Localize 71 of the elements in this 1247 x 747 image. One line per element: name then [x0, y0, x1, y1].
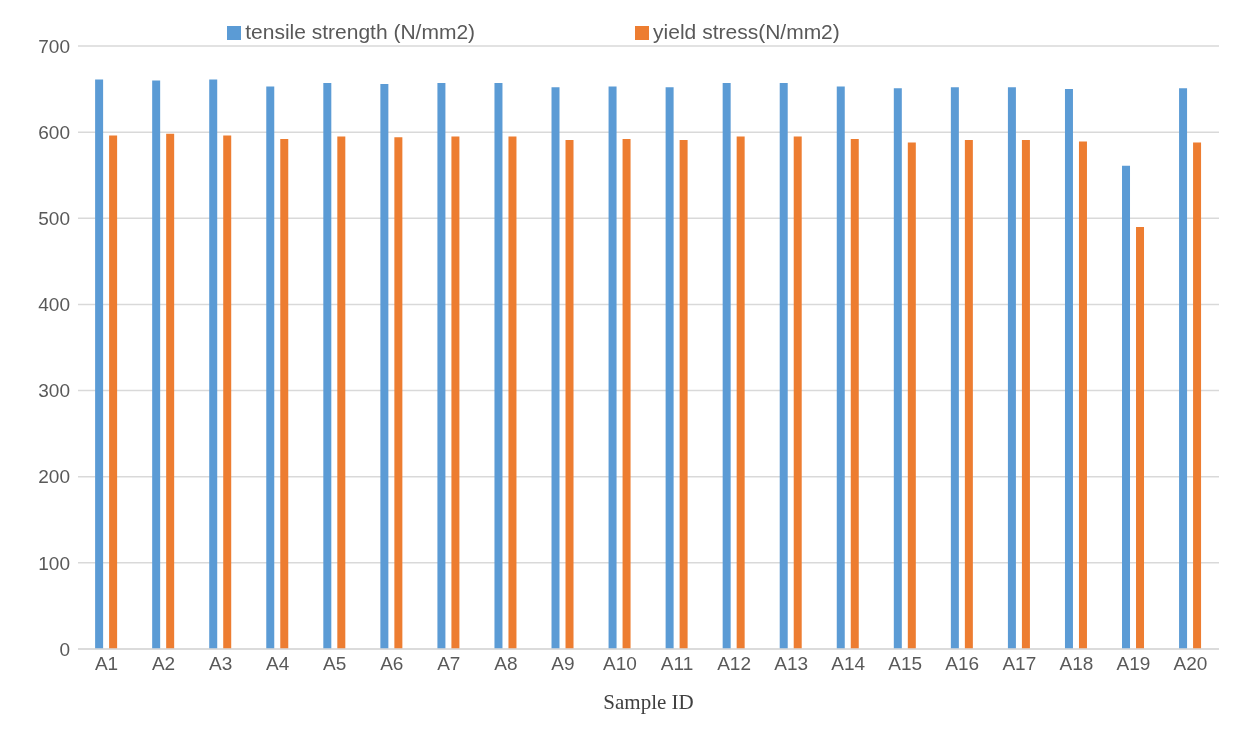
- bar: [1078, 141, 1087, 649]
- bar: [380, 83, 389, 649]
- x-tick-label: A7: [437, 653, 461, 675]
- x-axis-title: Sample ID: [603, 690, 694, 714]
- bar: [736, 136, 745, 649]
- bar: [665, 87, 674, 649]
- bar: [836, 86, 845, 649]
- bar: [508, 136, 517, 649]
- bar: [551, 87, 560, 649]
- y-tick-label: 100: [38, 552, 70, 574]
- bar: [494, 83, 503, 649]
- bar: [166, 133, 175, 649]
- bar: [323, 83, 332, 649]
- bar: [722, 83, 731, 649]
- bar: [950, 87, 959, 649]
- bar: [1064, 89, 1073, 649]
- x-tick-label: A20: [1173, 653, 1208, 675]
- x-tick-label: A3: [209, 653, 233, 675]
- bar: [565, 139, 574, 649]
- y-tick-label: 400: [38, 294, 70, 316]
- x-tick-label: A2: [151, 653, 176, 675]
- x-tick-label: A1: [94, 653, 119, 675]
- x-tick-label: A13: [774, 653, 809, 675]
- y-tick-label: 300: [38, 380, 70, 402]
- y-tick-label: 500: [38, 208, 70, 230]
- bar: [209, 79, 218, 649]
- bar: [622, 139, 631, 649]
- x-tick-label: A19: [1116, 653, 1151, 675]
- x-tick-label: A14: [831, 653, 866, 675]
- bar: [1122, 165, 1131, 649]
- bar: [1136, 226, 1145, 649]
- y-tick-label: 600: [38, 121, 70, 143]
- bar: [1007, 87, 1016, 649]
- bar: [893, 88, 902, 649]
- x-tick-label: A16: [945, 653, 980, 675]
- bar: [451, 136, 460, 649]
- x-tick-label: A4: [266, 653, 290, 675]
- bar: [850, 139, 859, 649]
- bar: [223, 135, 232, 649]
- y-tick-label: 200: [38, 466, 70, 488]
- x-tick-label: A6: [380, 653, 404, 675]
- x-tick-label: A5: [323, 653, 347, 675]
- x-tick-label: A15: [888, 653, 923, 675]
- legend-label: yield stress(N/mm2): [653, 20, 840, 43]
- bar: [679, 139, 688, 649]
- x-tick-label: A8: [494, 653, 518, 675]
- bar: [394, 137, 403, 649]
- x-tick-label: A17: [1002, 653, 1037, 675]
- x-tick-label: A11: [660, 653, 694, 675]
- bar: [779, 83, 788, 649]
- bar: [907, 142, 916, 649]
- y-tick-label: 0: [59, 638, 70, 660]
- bar: [1179, 88, 1188, 649]
- bar: [95, 79, 104, 649]
- x-tick-label: A12: [717, 653, 751, 675]
- bar: [1193, 142, 1202, 649]
- bar: [266, 86, 275, 649]
- bar: [1021, 139, 1030, 649]
- bar: [437, 83, 446, 649]
- bar: [109, 135, 118, 649]
- x-tick-label: A9: [551, 653, 575, 675]
- bar: [964, 139, 973, 649]
- y-tick-label: 700: [38, 35, 70, 57]
- x-tick-label: A10: [603, 653, 637, 675]
- bar: [280, 139, 289, 649]
- bar: [152, 80, 161, 649]
- legend-label: tensile strength (N/mm2): [245, 20, 476, 43]
- bar: [608, 86, 617, 649]
- bar: [337, 136, 346, 649]
- bar: [793, 136, 802, 649]
- x-tick-label: A18: [1059, 653, 1094, 675]
